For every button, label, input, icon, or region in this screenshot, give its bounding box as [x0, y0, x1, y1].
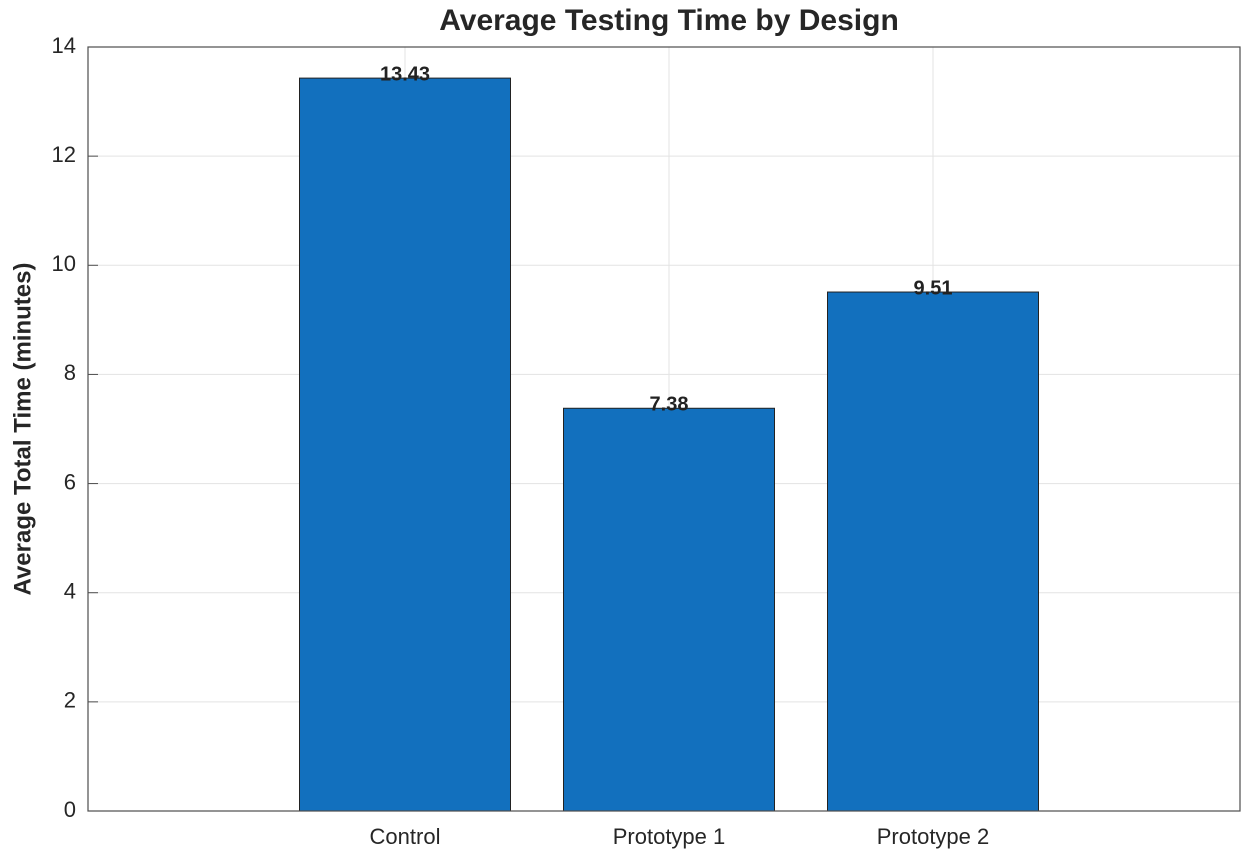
- x-tick-label: Control: [370, 824, 441, 849]
- data-label: 13.43: [380, 63, 430, 85]
- plot-frame: [87, 46, 1241, 812]
- data-label: 9.51: [914, 277, 953, 299]
- y-tick-label: 14: [52, 33, 76, 58]
- bar: [827, 291, 1039, 812]
- y-tick-label: 8: [64, 360, 76, 385]
- data-label: 7.38: [650, 394, 689, 416]
- y-tick-label: 0: [64, 797, 76, 822]
- x-tick-label: Prototype 2: [877, 824, 990, 849]
- bar: [563, 407, 775, 812]
- chart-title: Average Testing Time by Design: [439, 4, 899, 37]
- y-tick-label: 10: [52, 251, 76, 276]
- x-tick-label: Prototype 1: [613, 824, 726, 849]
- y-axis-label: Average Total Time (minutes): [9, 263, 36, 596]
- y-tick-label: 2: [64, 688, 76, 713]
- y-tick-label: 12: [52, 142, 76, 167]
- y-tick-label: 6: [64, 469, 76, 494]
- y-tick-label: 4: [64, 579, 76, 604]
- bar: [299, 77, 511, 812]
